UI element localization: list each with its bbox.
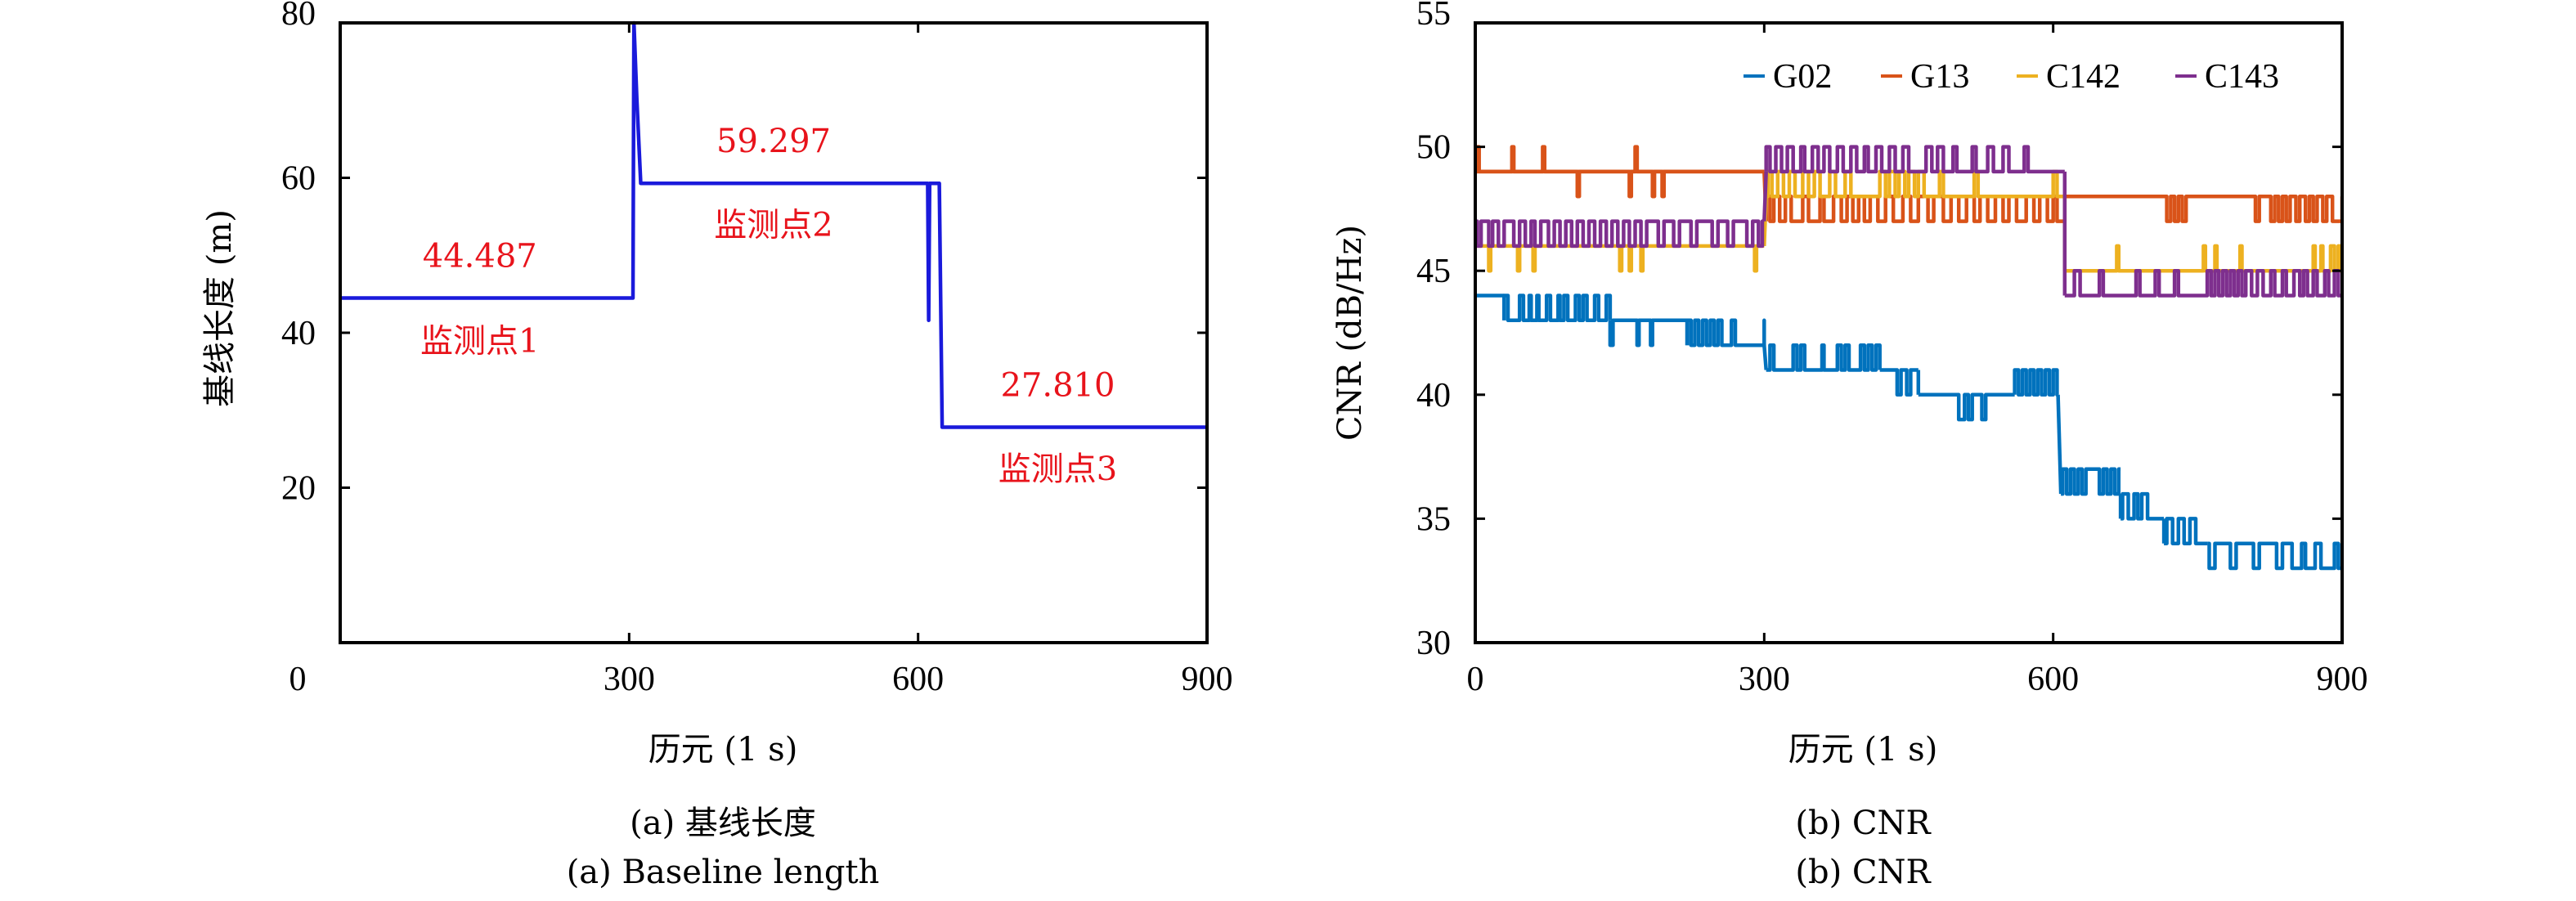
legend: G02 G13 C142 C143 bbox=[1744, 58, 2279, 96]
x-tick-label: 0 bbox=[1467, 661, 1484, 698]
series-segment-G02 bbox=[2120, 491, 2165, 521]
y-tick-label: 45 bbox=[1416, 253, 1451, 290]
tick-labels-a: 0 300 600 900 20 40 60 80 bbox=[281, 0, 1233, 698]
cnr-series-group bbox=[1475, 145, 2342, 571]
y-axis-label-b: CNR (dB/Hz) bbox=[1331, 225, 1369, 441]
y-tick-label: 55 bbox=[1416, 0, 1451, 33]
y-axis-label-a: 基线长度 (m) bbox=[201, 209, 239, 407]
x-tick-label: 300 bbox=[1739, 661, 1790, 698]
ticks-b bbox=[1475, 23, 2342, 643]
caption-cn-b: (b) CNR bbox=[1795, 805, 1932, 842]
y-tick-label: 20 bbox=[281, 470, 316, 508]
y-tick-label: 60 bbox=[281, 160, 316, 198]
series-segment-G02 bbox=[2061, 467, 2121, 496]
annotation-label: 59.297 bbox=[716, 123, 831, 160]
annotation-label: 监测点2 bbox=[714, 207, 832, 244]
series-segment-C142 bbox=[2064, 244, 2342, 273]
series-transition-G02 bbox=[2056, 394, 2063, 495]
annotation-label: 监测点1 bbox=[420, 323, 539, 361]
series-G02 bbox=[1475, 294, 2342, 571]
y-tick-label: 30 bbox=[1416, 625, 1451, 662]
series-segment-G02 bbox=[2164, 517, 2208, 545]
ticks-a bbox=[340, 23, 1207, 643]
panel-baseline-length: 0 300 600 900 20 40 60 80 44.487 监测点1 59.297 监测点2 2… bbox=[201, 0, 1233, 891]
annotation-label: 44.487 bbox=[423, 237, 537, 275]
annotations-a: 44.487 监测点1 59.297 监测点2 27.810 监测点3 bbox=[420, 123, 1117, 488]
legend-label: G02 bbox=[1773, 58, 1832, 96]
y-tick-label: 40 bbox=[281, 315, 316, 352]
x-tick-label: 600 bbox=[892, 661, 944, 698]
caption-en-b: (b) CNR bbox=[1795, 854, 1932, 891]
series-segment-G02 bbox=[1502, 294, 1613, 323]
series-segment-G02 bbox=[2207, 541, 2342, 571]
tick-labels-b: 0 300 600 900 30 35 40 45 50 55 bbox=[1416, 0, 2368, 698]
x-axis-label-b: 历元 (1 s) bbox=[1788, 731, 1938, 769]
x-axis-label-a: 历元 (1 s) bbox=[648, 731, 798, 769]
caption-cn-a: (a) 基线长度 bbox=[630, 805, 816, 842]
series-segment-G02 bbox=[1879, 368, 1919, 397]
plot-frame-b bbox=[1474, 21, 2344, 644]
series-segment-C142 bbox=[1475, 244, 1765, 273]
series-segment-C143 bbox=[1764, 145, 2065, 174]
series-C143 bbox=[1475, 145, 2342, 298]
caption-en-a: (a) Baseline length bbox=[567, 854, 880, 891]
x-tick-label: 300 bbox=[604, 661, 655, 698]
legend-item-C143: C143 bbox=[2175, 58, 2279, 96]
x-tick-label: 600 bbox=[2027, 661, 2079, 698]
series-transition-C143 bbox=[1762, 171, 1768, 222]
legend-label: G13 bbox=[1910, 58, 1969, 96]
legend-item-C142: C142 bbox=[2017, 58, 2120, 96]
annotation-label: 27.810 bbox=[1000, 367, 1115, 405]
annotation-label: 监测点3 bbox=[999, 450, 1117, 488]
series-segment-G13 bbox=[1475, 145, 1765, 174]
legend-item-G02: G02 bbox=[1744, 58, 1832, 96]
series-segment-G02 bbox=[1608, 318, 1688, 347]
y-tick-label: 80 bbox=[281, 0, 316, 33]
series-segment-G13 bbox=[2064, 194, 2342, 223]
y-tick-label: 40 bbox=[1416, 377, 1451, 415]
legend-label: C143 bbox=[2205, 58, 2279, 96]
series-segment-G13 bbox=[1475, 169, 1765, 199]
series-segment-C143 bbox=[2064, 268, 2342, 298]
series-segment-G02 bbox=[1766, 343, 1882, 372]
panel-cnr: 0 300 600 900 30 35 40 45 50 55 G02 G13 C142 C143 历元… bbox=[1331, 0, 2368, 891]
series-transition-G02 bbox=[1762, 345, 1768, 370]
series-segment-C142 bbox=[1766, 169, 2065, 199]
y-tick-label: 35 bbox=[1416, 500, 1451, 538]
baseline-series-group bbox=[340, 20, 1207, 429]
series-segment-C143 bbox=[1475, 219, 1765, 249]
series-segment-G02 bbox=[1918, 392, 2015, 422]
series-segment-G02 bbox=[1685, 318, 1766, 347]
series-segment-G02 bbox=[2013, 368, 2059, 397]
y-tick-label: 50 bbox=[1416, 129, 1451, 167]
x-tick-label: 0 bbox=[289, 661, 307, 698]
x-tick-label: 900 bbox=[1182, 661, 1233, 698]
x-tick-label: 900 bbox=[2317, 661, 2368, 698]
series-segment-G13 bbox=[1764, 194, 2065, 223]
legend-item-G13: G13 bbox=[1881, 58, 1969, 96]
legend-label: C142 bbox=[2046, 58, 2120, 96]
series-line-baseline bbox=[340, 20, 1207, 429]
